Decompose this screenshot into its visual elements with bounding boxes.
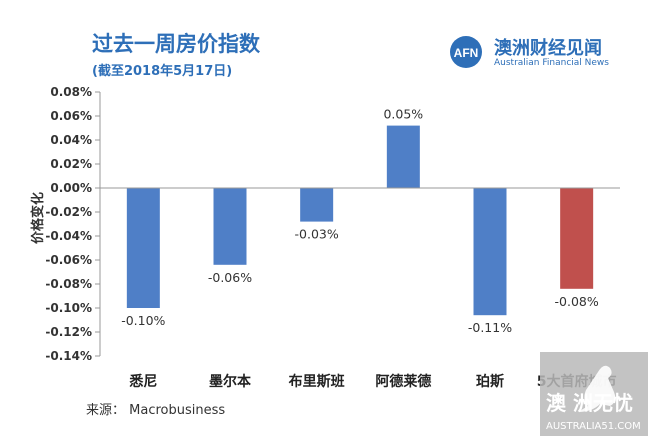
- y-tick-label: -0.10%: [45, 301, 92, 315]
- x-tick-label: 珀斯: [476, 373, 504, 390]
- y-tick-label: 0.08%: [50, 85, 92, 99]
- australia51-badge: 澳 洲无忧 AUSTRALIA51.COM: [540, 352, 648, 436]
- y-tick-label: -0.14%: [45, 349, 92, 363]
- y-tick-label: 0.00%: [50, 181, 92, 195]
- bars: -0.10% -0.06% -0.03% 0.05% -0.11% -0.08%: [121, 107, 599, 336]
- y-tick-label: -0.12%: [45, 325, 92, 339]
- y-tick-label: 0.02%: [50, 157, 92, 171]
- y-tick-label: 0.04%: [50, 133, 92, 147]
- bar-2: [300, 188, 334, 222]
- data-label: 0.05%: [383, 107, 423, 122]
- data-label: -0.06%: [208, 270, 252, 285]
- kangaroo-icon: 澳 洲无忧 AUSTRALIA51.COM: [540, 352, 648, 436]
- brand-name-cn: 澳洲财经见闻: [494, 38, 602, 59]
- y-tick-label: -0.06%: [45, 253, 92, 267]
- badge-en-text: AUSTRALIA51.COM: [546, 421, 641, 432]
- y-tick-label: -0.04%: [45, 229, 92, 243]
- y-axis: 0.08% 0.06% 0.04% 0.02% 0.00% -0.02% -0.04% -0.…: [45, 85, 101, 363]
- y-axis-label: 价格变化: [30, 192, 46, 244]
- bar-5: [560, 188, 594, 289]
- afn-logo-icon: AFN: [450, 36, 482, 68]
- chart-title: 过去一周房价指数: [92, 32, 260, 56]
- x-tick-label: 布里斯班: [289, 373, 345, 390]
- x-tick-label: 阿德莱德: [375, 373, 431, 390]
- afn-logo-text: AFN: [454, 46, 479, 60]
- data-label: -0.11%: [468, 320, 512, 335]
- data-label: -0.03%: [295, 227, 339, 242]
- y-tick-label: -0.08%: [45, 277, 92, 291]
- data-label: -0.10%: [121, 313, 165, 328]
- badge-cn-text: 澳 洲无忧: [546, 391, 633, 415]
- source-note: 来源： Macrobusiness: [86, 403, 226, 418]
- bar-1: [213, 188, 247, 265]
- bar-0: [126, 188, 160, 308]
- x-tick-label: 墨尔本: [209, 373, 252, 390]
- x-tick-label: 悉尼: [128, 373, 157, 390]
- data-label: -0.08%: [555, 294, 599, 309]
- y-tick-label: 0.06%: [50, 109, 92, 123]
- y-tick-label: -0.02%: [45, 205, 92, 219]
- brand-logo-block: AFN 澳洲财经见闻 Australian Financial News: [448, 28, 638, 76]
- brand-name-en: Australian Financial News: [494, 58, 609, 68]
- bar-4: [473, 188, 507, 316]
- chart-subtitle: (截至2018年5月17日): [92, 64, 233, 79]
- bar-3: [386, 125, 420, 188]
